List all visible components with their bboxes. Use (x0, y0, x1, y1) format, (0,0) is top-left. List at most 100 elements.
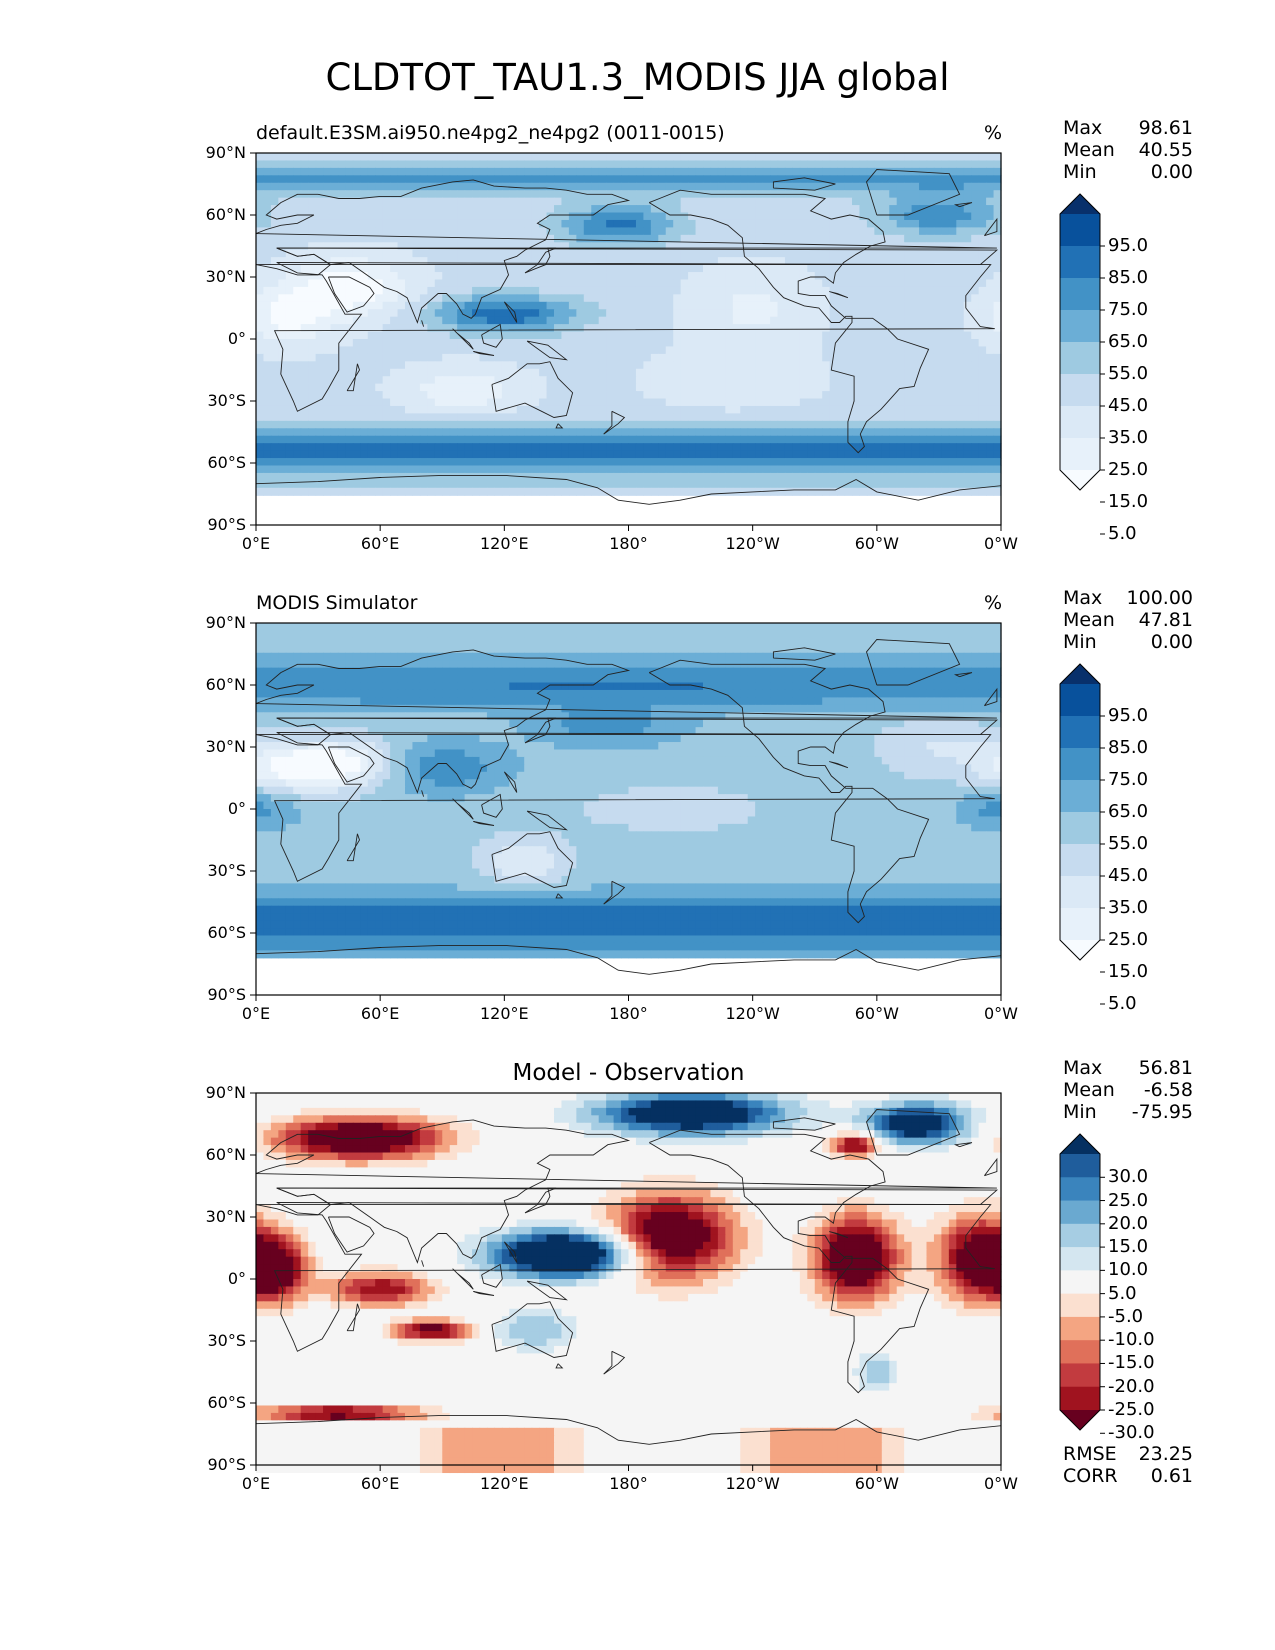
colorbar-cell (1060, 812, 1100, 845)
coastlines (255, 639, 1002, 996)
panel-difference: Model - Observation Max 56.81 Mean -6.58 M… (0, 0, 1275, 1493)
lon-tick-label: 0°W (984, 1004, 1018, 1023)
map-plot (250, 1092, 1002, 1474)
colorbar-tick-label: 20.0 (1108, 1212, 1149, 1234)
colorbar-tick-label: 55.0 (1108, 833, 1149, 854)
colorbar-cell (1060, 1223, 1100, 1248)
lat-tick-label: 30°N (205, 267, 246, 286)
stats-box: Max 56.81 Mean -6.58 Min -75.95 (1063, 1057, 1193, 1123)
colorbar-tick-label: 25.0 (1108, 1189, 1149, 1211)
stat-min: Min 0.00 (1063, 631, 1193, 653)
panel-model: default.E3SM.ai950.ne4pg2_ne4pg2 (0011-0… (0, 0, 1275, 553)
lat-tick-label: 30°S (207, 861, 246, 880)
lat-tick-label: 90°S (207, 985, 246, 1004)
colorbar-tick-label: -20.0 (1108, 1375, 1155, 1397)
lon-tick-label: 120°E (480, 1004, 529, 1023)
colorbar-extend-max (1060, 194, 1100, 214)
stat-max: Max 100.00 (1063, 587, 1193, 609)
lat-tick-label: 60°S (207, 923, 246, 942)
lat-tick-label: 30°N (205, 737, 246, 756)
colorbar-tick-label: 15.0 (1108, 961, 1149, 982)
lon-tick-label: 60°W (854, 534, 899, 553)
colorbar-extend-min (1060, 1410, 1100, 1430)
colorbar-cell (1060, 214, 1100, 247)
colorbar-tick-label: 75.0 (1108, 299, 1149, 320)
stats-footer: RMSE 23.25 CORR 0.61 (1063, 1443, 1193, 1487)
colorbar-cell (1060, 246, 1100, 279)
colorbar-cell (1060, 374, 1100, 407)
colorbar-cell (1060, 1200, 1100, 1225)
lat-tick-label: 90°N (205, 143, 246, 162)
colorbar-tick-label: 35.0 (1108, 897, 1149, 918)
coastlines (255, 1109, 1002, 1466)
lat-tick-label: 30°S (207, 391, 246, 410)
colorbar-tick-label: 5.0 (1108, 523, 1137, 544)
colorbar-tick-label: -30.0 (1108, 1422, 1155, 1444)
lon-tick-label: 0°E (241, 534, 271, 553)
panel-observation: MODIS Simulator % Max 100.00 Mean 47.81 Mi… (0, 0, 1275, 1023)
colorbar-tick-label: 5.0 (1108, 1282, 1137, 1304)
stat-corr: CORR 0.61 (1063, 1465, 1193, 1487)
colorbar-tick-label: 25.0 (1108, 929, 1149, 950)
colorbar-cell (1060, 1293, 1100, 1318)
colorbar-cell (1060, 844, 1100, 877)
panel-units: % (983, 122, 1002, 144)
colorbar-extend-max (1060, 664, 1100, 684)
lon-tick-label: 120°W (725, 1474, 780, 1493)
lat-tick-label: 60°S (207, 1393, 246, 1412)
lat-tick-label: 60°N (205, 205, 246, 224)
colorbar-tick-label: 5.0 (1108, 993, 1137, 1014)
lat-tick-label: 0° (227, 329, 246, 348)
colorbar-tick-label: 25.0 (1108, 459, 1149, 480)
map-plot (250, 622, 1002, 1001)
colorbar-cell (1060, 748, 1100, 781)
lon-tick-label: 120°W (725, 1004, 780, 1023)
lat-tick-label: 90°N (205, 613, 246, 632)
colorbar-cell (1060, 876, 1100, 909)
lat-tick-label: 0° (227, 1269, 246, 1288)
colorbar (1059, 1133, 1105, 1434)
field-cells (256, 1093, 1002, 1474)
colorbar-cell (1060, 1363, 1100, 1388)
lon-tick-label: 60°E (360, 1004, 400, 1023)
lon-tick-label: 60°W (854, 1004, 899, 1023)
lat-tick-label: 30°N (205, 1207, 246, 1226)
colorbar-cell (1060, 1386, 1100, 1411)
lon-tick-label: 0°W (984, 534, 1018, 553)
lat-tick-label: 90°S (207, 1455, 246, 1474)
colorbar-tick-label: -15.0 (1108, 1352, 1155, 1374)
colorbar-cell (1060, 278, 1100, 311)
map-plot (250, 152, 1002, 531)
colorbar-cell (1060, 908, 1100, 941)
colorbar-tick-label: 65.0 (1108, 801, 1149, 822)
stat-mean: Mean 47.81 (1063, 609, 1193, 631)
stat-mean: Mean 40.55 (1063, 139, 1193, 161)
lat-tick-label: 0° (227, 799, 246, 818)
colorbar-tick-label: 65.0 (1108, 331, 1149, 352)
colorbar-extend-min (1060, 940, 1100, 960)
lat-tick-label: 60°N (205, 675, 246, 694)
colorbar-cell (1060, 406, 1100, 439)
lon-tick-label: 60°E (360, 1474, 400, 1493)
colorbar-cell (1060, 1316, 1100, 1341)
colorbar-cell (1060, 310, 1100, 343)
colorbar (1059, 193, 1105, 535)
colorbar-cell (1060, 1270, 1100, 1295)
colorbar-tick-label: 75.0 (1108, 769, 1149, 790)
lon-tick-label: 0°E (241, 1004, 271, 1023)
lon-tick-label: 120°W (725, 534, 780, 553)
stat-max: Max 98.61 (1063, 117, 1193, 139)
colorbar-tick-label: 85.0 (1108, 737, 1149, 758)
colorbar-tick-label: 85.0 (1108, 267, 1149, 288)
colorbar-tick-label: 30.0 (1108, 1166, 1149, 1188)
field-cells (256, 153, 1002, 496)
colorbar-tick-label: -10.0 (1108, 1329, 1155, 1351)
lon-tick-label: 60°E (360, 534, 400, 553)
lon-tick-label: 120°E (480, 1474, 529, 1493)
colorbar-tick-label: 15.0 (1108, 1236, 1149, 1258)
colorbar-tick-label: 45.0 (1108, 865, 1149, 886)
colorbar-tick-label: 35.0 (1108, 427, 1149, 448)
colorbar (1059, 663, 1105, 1005)
lon-tick-label: 120°E (480, 534, 529, 553)
colorbar-tick-label: 95.0 (1108, 235, 1149, 256)
